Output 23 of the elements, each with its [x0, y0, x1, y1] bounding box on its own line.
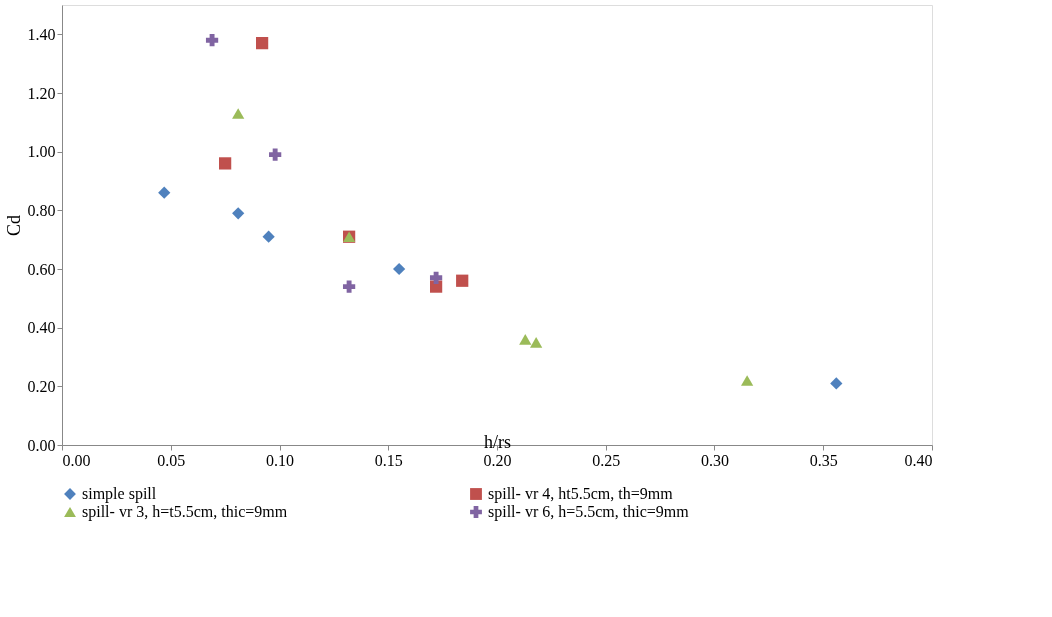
y-tick-label: 1.20: [27, 84, 56, 102]
legend-label: simple spill: [82, 485, 157, 503]
x-tick-label: 0.00: [62, 451, 91, 469]
y-tick-label: 0.00: [27, 436, 56, 454]
x-tick-label: 0.25: [592, 451, 621, 469]
legend-label: spill- vr 4, ht5.5cm, th=9mm: [488, 485, 674, 503]
x-tick-label: 0.10: [266, 451, 294, 469]
x-tick-label: 0.15: [374, 451, 403, 469]
y-axis-title: Cd: [3, 214, 24, 237]
x-tick-label: 0.20: [483, 451, 512, 469]
y-tick-label: 0.40: [27, 319, 56, 337]
y-tick-label: 0.20: [27, 377, 56, 395]
x-tick-label: 0.35: [809, 451, 838, 469]
legend-label: spill- vr 3, h=t5.5cm, thic=9mm: [82, 503, 288, 521]
x-tick-label: 0.30: [701, 451, 729, 469]
x-tick-label: 0.05: [157, 451, 186, 469]
y-tick-label: 1.40: [27, 25, 56, 43]
y-tick-label: 0.80: [27, 201, 56, 219]
y-tick-label: 0.60: [27, 260, 56, 278]
legend-label: spill- vr 6, h=5.5cm, thic=9mm: [488, 503, 690, 521]
y-tick-label: 1.00: [27, 143, 56, 161]
x-tick-label: 0.40: [904, 451, 933, 469]
x-axis-title: h/rs: [484, 431, 511, 452]
